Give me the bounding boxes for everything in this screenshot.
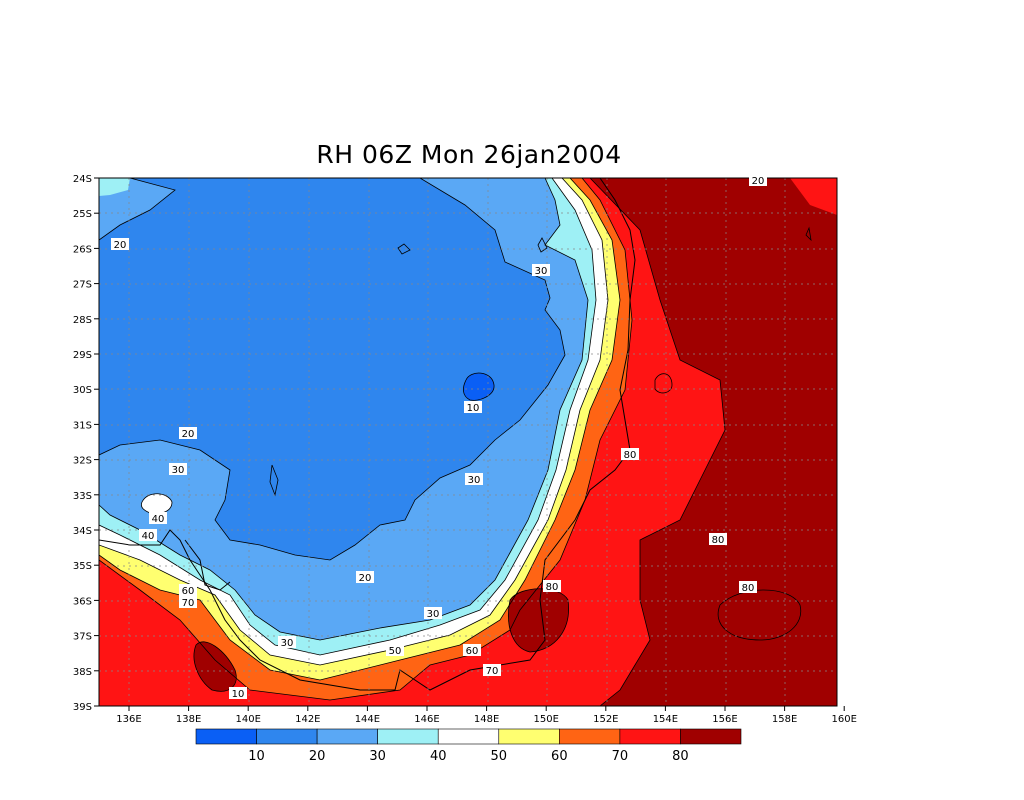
colorbar-label: 50 [491,749,508,764]
colorbar-swatch [619,728,681,745]
y-tick-label: 29S [73,350,92,361]
contour-label: 30 [532,264,550,277]
x-tick-label: 154E [653,714,678,725]
contour-label: 60 [463,644,481,657]
x-tick-label: 156E [712,714,737,725]
svg-text:30: 30 [427,609,440,620]
y-tick-label: 24S [73,174,92,185]
svg-text:60: 60 [182,586,195,597]
colorbar-label: 10 [248,749,265,764]
contour-label: 40 [139,529,157,542]
x-tick-label: 152E [593,714,618,725]
contour-label: 80 [739,581,757,594]
colorbar-label: 70 [612,749,629,764]
svg-text:60: 60 [466,646,479,657]
contour-label: 30 [424,607,442,620]
svg-text:30: 30 [172,465,185,476]
svg-text:50: 50 [389,646,402,657]
contour-label: 70 [179,596,197,609]
contour-label: 20 [179,427,197,440]
contour-lines [99,178,812,706]
colorbar-swatch [437,728,500,745]
y-tick-label: 35S [73,561,92,572]
y-tick-label: 26S [73,244,92,255]
colorbar: 10 20 30 40 50 60 70 80 [195,728,742,764]
contour-label: 50 [386,644,404,657]
y-tick-label: 32S [73,456,92,467]
svg-text:20: 20 [359,573,372,584]
y-tick-label: 34S [73,526,92,537]
contour-label: 80 [709,533,727,546]
colorbar-swatch [498,728,560,745]
svg-text:40: 40 [142,531,155,542]
svg-text:70: 70 [486,666,499,677]
svg-text:20: 20 [752,176,765,187]
y-tick-label: 33S [73,491,92,502]
filled-contours [99,178,837,706]
colorbar-label: 40 [430,749,447,764]
svg-text:80: 80 [624,450,637,461]
y-tick-label: 36S [73,596,92,607]
contour-label-group: 2020203030304040506060707080808080102030… [111,174,767,700]
svg-text:80: 80 [742,583,755,594]
x-axis: 136E 138E 140E 142E 144E 146E 148E 150E 152E 154E… [116,706,857,725]
x-tick-label: 144E [355,714,380,725]
svg-text:70: 70 [182,598,195,609]
contour-label: 80 [543,580,561,593]
x-tick-label: 136E [116,714,141,725]
colorbar-swatch [195,728,257,745]
contour-label: 20 [356,571,374,584]
contour-label: 70 [483,664,501,677]
colorbar-label: 80 [672,749,689,764]
svg-text:40: 40 [152,514,165,525]
map-title: RH 06Z Mon 26jan2004 [316,140,622,169]
y-tick-label: 37S [73,632,92,643]
x-tick-label: 146E [414,714,439,725]
x-tick-label: 150E [533,714,558,725]
y-tick-label: 25S [73,209,92,220]
contour-label: 30 [169,463,187,476]
svg-text:30: 30 [281,638,294,649]
colorbar-swatch [377,728,439,745]
y-tick-label: 27S [73,280,92,291]
x-tick-label: 142E [295,714,320,725]
contour-label: 80 [621,448,639,461]
y-tick-label: 30S [73,385,92,396]
colorbar-swatch [680,728,742,745]
colorbar-label: 60 [551,749,568,764]
contour-label: 10 [464,401,482,414]
svg-text:10: 10 [467,403,480,414]
contour-label: 10 [229,687,247,700]
contour-label: 20 [111,238,129,251]
colorbar-label: 20 [309,749,326,764]
x-tick-label: 140E [235,714,260,725]
colorbar-swatch [316,728,378,745]
y-tick-label: 38S [73,667,92,678]
y-tick-label: 31S [73,420,92,431]
contour-label: 20 [749,174,767,187]
y-tick-label: 39S [73,702,92,713]
contour-label: 40 [149,512,167,525]
svg-text:20: 20 [114,240,127,251]
x-tick-label: 148E [474,714,499,725]
svg-text:10: 10 [232,689,245,700]
x-tick-label: 158E [772,714,797,725]
svg-text:30: 30 [468,475,481,486]
colorbar-swatch [256,728,318,745]
y-tick-label: 28S [73,315,92,326]
svg-text:80: 80 [546,582,559,593]
contour-label: 30 [278,636,296,649]
plot-frame [98,177,838,707]
contour-label: 30 [465,473,483,486]
svg-text:30: 30 [535,266,548,277]
x-tick-label: 138E [176,714,201,725]
svg-text:20: 20 [182,429,195,440]
colorbar-swatch [559,728,621,745]
contour-label: 60 [179,584,197,597]
y-axis: 24S 25S 26S 27S 28S 29S 30S 31S 32S 33S 34S 35S 36S 3… [73,174,99,713]
svg-text:80: 80 [712,535,725,546]
colorbar-label: 30 [369,749,386,764]
x-tick-label: 160E [831,714,856,725]
